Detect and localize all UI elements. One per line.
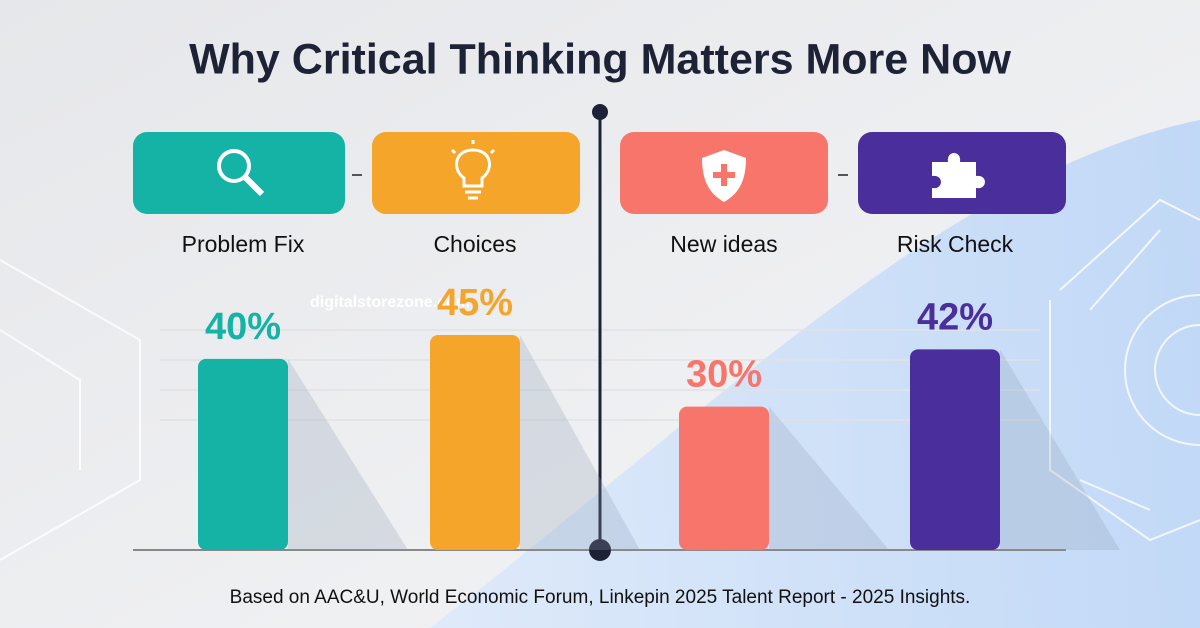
bar-shadow [520,335,640,550]
bar-shadow [1000,349,1120,550]
category-label: Choices [433,231,516,257]
icon-boxes [133,132,1066,214]
puzzle-icon [932,153,985,198]
value-label: 45% [437,282,513,324]
chart-title: Why Critical Thinking Matters More Now [189,35,1011,83]
search-icon [217,149,265,197]
divider-dot [592,104,608,120]
bar [198,358,288,550]
value-label: 42% [917,296,993,338]
bar [910,349,1000,550]
icon-box [133,132,345,214]
background-shape [430,120,1200,628]
watermark: digitalstorezone.com [310,294,470,311]
divider-dot [589,539,611,561]
shield-icon [702,150,746,202]
decoration [0,198,1200,561]
source-note: Based on AAC&U, World Economic Forum, Li… [230,587,971,608]
bar-shadow [288,358,408,550]
bar [430,335,520,550]
category-label: Risk Check [897,231,1014,257]
bar [679,406,769,550]
category-label: Problem Fix [182,231,305,257]
category-label: New ideas [670,231,777,257]
icon-box [372,132,580,214]
value-label: 40% [205,306,281,348]
bulb-icon [450,140,496,200]
value-label: 30% [686,354,762,396]
bar-shadow [769,406,889,550]
